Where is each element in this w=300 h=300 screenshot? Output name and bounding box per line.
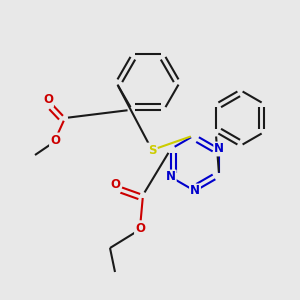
Text: S: S [148,143,156,157]
Text: N: N [214,142,224,155]
Text: N: N [190,184,200,197]
Text: O: O [110,178,120,191]
Text: O: O [135,221,145,235]
Text: O: O [50,134,60,146]
Text: O: O [43,94,53,106]
Text: N: N [166,170,176,184]
